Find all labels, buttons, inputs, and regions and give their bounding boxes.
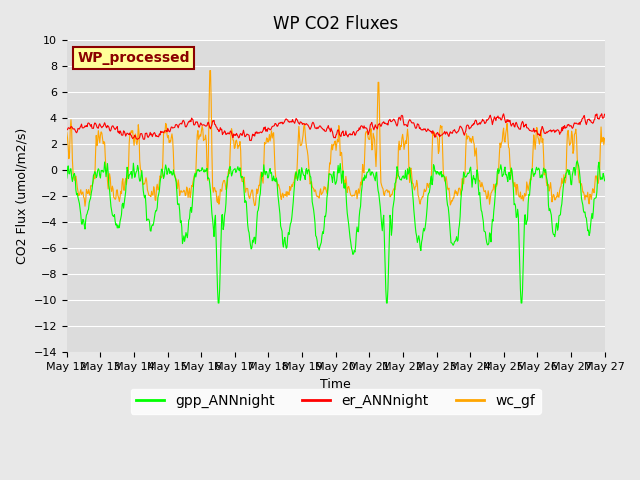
Legend: gpp_ANNnight, er_ANNnight, wc_gf: gpp_ANNnight, er_ANNnight, wc_gf	[131, 389, 541, 414]
Text: WP_processed: WP_processed	[77, 51, 190, 65]
Title: WP CO2 Fluxes: WP CO2 Fluxes	[273, 15, 398, 33]
X-axis label: Time: Time	[320, 377, 351, 391]
Y-axis label: CO2 Flux (umol/m2/s): CO2 Flux (umol/m2/s)	[15, 128, 28, 264]
